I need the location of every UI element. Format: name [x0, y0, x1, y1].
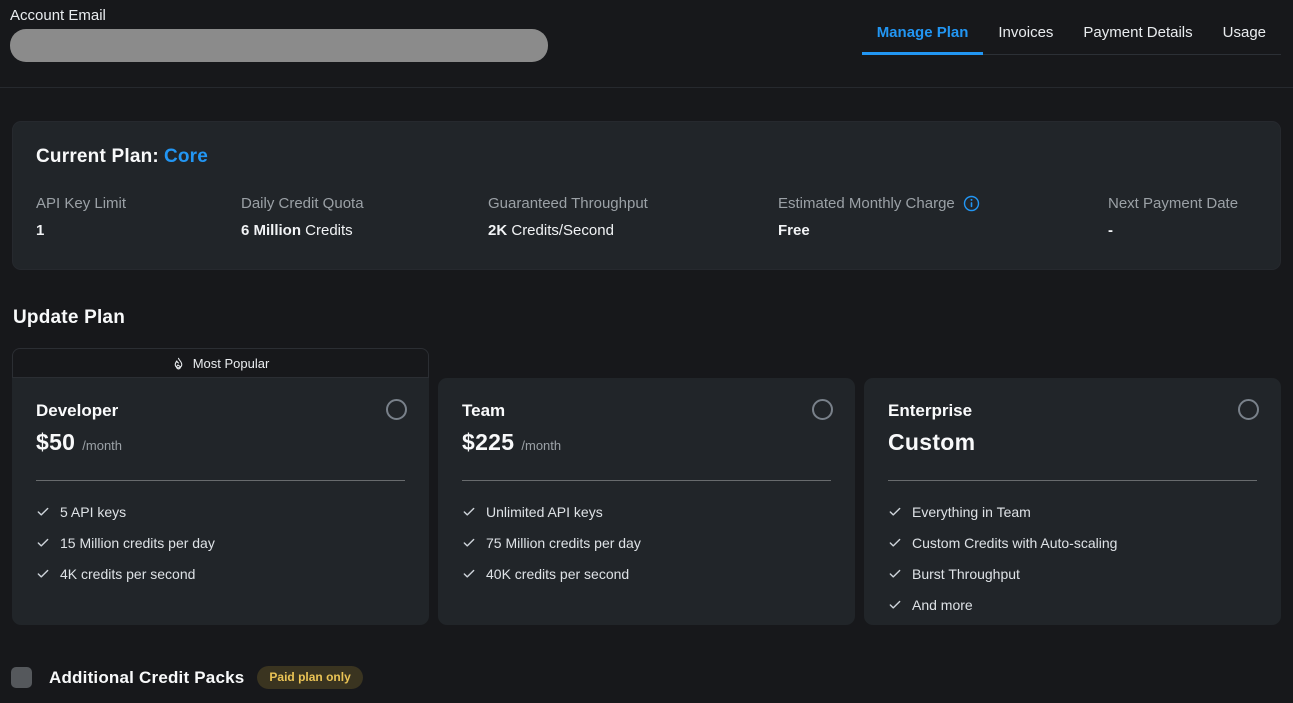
billing-tabs: Manage Plan Invoices Payment Details Usa… — [861, 16, 1282, 55]
check-icon — [888, 505, 902, 519]
page-header: Account Email Manage Plan Invoices Payme… — [0, 0, 1293, 88]
feature-item: 4K credits per second — [36, 566, 405, 582]
current-plan-title-prefix: Current Plan: — [36, 146, 159, 167]
plan-name: Developer — [36, 401, 119, 420]
paid-plan-only-badge: Paid plan only — [257, 666, 363, 689]
stat-next-payment-date: Next Payment Date - — [1108, 195, 1238, 239]
plan-features: Unlimited API keys 75 Million credits pe… — [462, 504, 831, 582]
account-email-input[interactable] — [10, 29, 548, 62]
stat-value: Free — [778, 222, 810, 239]
stat-guaranteed-throughput: Guaranteed Throughput 2K Credits/Second — [488, 195, 778, 239]
additional-credit-packs-row: Additional Credit Packs Paid plan only — [11, 666, 1293, 689]
check-icon — [888, 536, 902, 550]
check-icon — [462, 505, 476, 519]
feature-item: Burst Throughput — [888, 566, 1257, 582]
plan-price: $225 — [462, 429, 515, 455]
plan-price-row: $50 /month — [36, 429, 405, 456]
tab-manage-plan[interactable]: Manage Plan — [861, 16, 984, 55]
check-icon — [36, 505, 50, 519]
plan-card-developer[interactable]: Developer $50 /month 5 API keys 15 Milli… — [12, 378, 429, 625]
feature-item: 5 API keys — [36, 504, 405, 520]
stat-api-key-limit: API Key Limit 1 — [36, 195, 241, 239]
feature-item: 15 Million credits per day — [36, 535, 405, 551]
feature-item: 75 Million credits per day — [462, 535, 831, 551]
check-icon — [462, 536, 476, 550]
stat-label: Daily Credit Quota — [241, 195, 364, 212]
plan-card-team[interactable]: Team $225 /month Unlimited API keys 75 M… — [438, 378, 855, 625]
account-email-label: Account Email — [10, 7, 106, 24]
plan-options: Most Popular Developer $50 /month 5 API … — [12, 348, 1281, 625]
plan-column-team: Team $225 /month Unlimited API keys 75 M… — [438, 348, 855, 625]
stat-value: 6 Million Credits — [241, 222, 353, 239]
stat-value: - — [1108, 222, 1113, 239]
plan-divider — [888, 480, 1257, 481]
plan-radio-team[interactable] — [812, 399, 833, 420]
tab-payment-details[interactable]: Payment Details — [1083, 24, 1193, 41]
stat-value: 1 — [36, 222, 45, 239]
stat-label: Next Payment Date — [1108, 195, 1239, 212]
feature-item: Custom Credits with Auto-scaling — [888, 535, 1257, 551]
plan-price-row: Custom — [888, 429, 1257, 456]
feature-item: And more — [888, 597, 1257, 613]
tab-invoices[interactable]: Invoices — [998, 24, 1054, 41]
current-plan-name: Core — [163, 146, 209, 167]
current-plan-title: Current Plan: Core — [36, 146, 1257, 168]
plan-period: /month — [82, 438, 123, 453]
most-popular-banner: Most Popular — [12, 348, 429, 378]
info-icon[interactable] — [963, 195, 980, 212]
current-plan-card: Current Plan: Core API Key Limit 1 Daily … — [12, 121, 1281, 270]
plan-features: 5 API keys 15 Million credits per day 4K… — [36, 504, 405, 582]
tab-usage[interactable]: Usage — [1222, 24, 1266, 41]
account-email-section: Account Email — [10, 7, 548, 62]
check-icon — [888, 567, 902, 581]
current-plan-stats: API Key Limit 1 Daily Credit Quota 6 Mil… — [36, 195, 1257, 239]
plan-price: Custom — [888, 429, 976, 455]
flame-icon — [172, 357, 185, 370]
additional-credit-packs-label: Additional Credit Packs — [49, 667, 245, 687]
plan-divider — [462, 480, 831, 481]
feature-item: 40K credits per second — [462, 566, 831, 582]
check-icon — [36, 567, 50, 581]
check-icon — [888, 598, 902, 612]
plan-price-row: $225 /month — [462, 429, 831, 456]
stat-label: Estimated Monthly Charge — [778, 195, 1108, 212]
plan-price: $50 — [36, 429, 76, 455]
most-popular-label: Most Popular — [192, 355, 270, 371]
plan-divider — [36, 480, 405, 481]
check-icon — [36, 536, 50, 550]
plan-name: Team — [462, 401, 506, 420]
update-plan-heading: Update Plan — [13, 307, 125, 328]
stat-label: Guaranteed Throughput — [488, 195, 648, 212]
stat-value: 2K Credits/Second — [488, 222, 614, 239]
plan-name: Enterprise — [888, 401, 973, 420]
plan-column-enterprise: Enterprise Custom Everything in Team Cus… — [864, 348, 1281, 625]
plan-radio-developer[interactable] — [386, 399, 407, 420]
feature-item: Unlimited API keys — [462, 504, 831, 520]
plan-features: Everything in Team Custom Credits with A… — [888, 504, 1257, 613]
plan-card-enterprise[interactable]: Enterprise Custom Everything in Team Cus… — [864, 378, 1281, 625]
stat-estimated-monthly-charge: Estimated Monthly Charge Free — [778, 195, 1108, 239]
plan-period: /month — [521, 438, 562, 453]
additional-credit-packs-checkbox[interactable] — [11, 667, 32, 688]
plan-radio-enterprise[interactable] — [1238, 399, 1259, 420]
feature-item: Everything in Team — [888, 504, 1257, 520]
check-icon — [462, 567, 476, 581]
stat-label: API Key Limit — [36, 195, 127, 212]
plan-column-developer: Most Popular Developer $50 /month 5 API … — [12, 348, 429, 625]
stat-daily-credit-quota: Daily Credit Quota 6 Million Credits — [241, 195, 488, 239]
